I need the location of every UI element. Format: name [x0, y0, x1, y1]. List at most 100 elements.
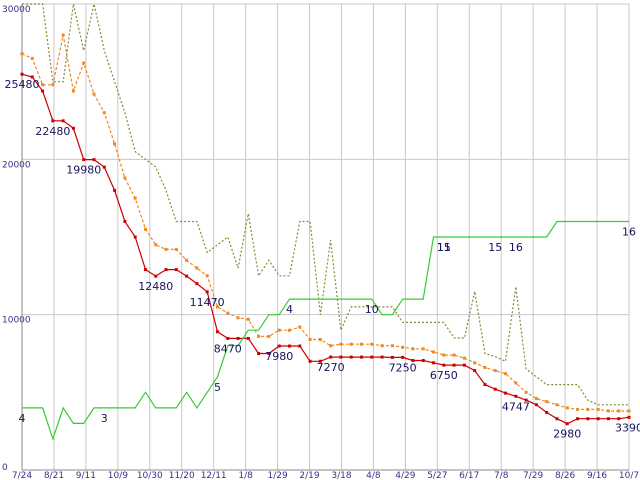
data-label-price_low: 6750 [430, 369, 458, 382]
x-tick-label: 4/8 [366, 471, 381, 480]
x-tick-label: 9/11 [76, 471, 96, 480]
data-point-price_low [586, 417, 590, 421]
x-tick-label: 5/27 [427, 471, 447, 480]
data-point-price_low [185, 274, 189, 278]
data-label-shops: 5 [214, 381, 221, 394]
data-point-price_avg [421, 347, 425, 351]
data-point-price_low [71, 126, 75, 130]
data-point-price_avg [586, 407, 590, 411]
data-point-price_low [473, 369, 477, 373]
data-point-price_low [154, 274, 158, 278]
x-tick-label: 9/16 [587, 471, 607, 480]
data-point-price_low [30, 75, 34, 79]
data-point-price_avg [215, 305, 219, 309]
data-point-price_low [92, 158, 96, 162]
x-tick-label: 2/19 [299, 471, 319, 480]
data-point-price_low [390, 355, 394, 359]
data-point-price_low [493, 387, 497, 391]
data-point-price_low [627, 415, 631, 419]
data-point-price_low [257, 352, 261, 355]
data-point-price_avg [318, 338, 322, 342]
x-tick-label: 7/8 [494, 471, 509, 480]
data-point-price_avg [92, 92, 96, 96]
data-label-price_low: 25480 [5, 78, 40, 91]
data-point-price_avg [483, 365, 487, 369]
data-point-price_low [514, 394, 518, 398]
data-point-price_low [133, 235, 137, 239]
data-point-price_avg [30, 56, 34, 60]
data-point-price_low [102, 165, 106, 169]
x-tick-label: 7/29 [523, 471, 543, 480]
axes: 0 10000 20000 30000 7/24 8/21 9/11 10/9 10/30 11/… [2, 4, 639, 480]
data-label-shops: 4 [286, 303, 293, 316]
data-labels: 25480 22480 19980 12480 11470 8470 7980 7270 725… [5, 78, 640, 441]
data-point-price_low [308, 359, 312, 363]
data-point-price_avg [41, 83, 45, 87]
x-tick-label: 8/26 [555, 471, 575, 480]
series-line-price_low [21, 73, 630, 425]
data-point-price_low [287, 344, 291, 348]
data-point-price_low [524, 398, 528, 402]
data-point-price_avg [349, 342, 353, 346]
data-point-price_low [565, 422, 569, 426]
data-point-price_low [277, 344, 281, 348]
x-tick-label: 10/9 [108, 471, 128, 480]
data-point-price_avg [596, 407, 600, 411]
data-label-price_low: 19980 [66, 164, 101, 177]
x-tick-label: 1/8 [238, 471, 253, 480]
data-label-price_low: 7980 [265, 350, 293, 363]
x-tick-label: 7/24 [12, 471, 32, 480]
data-point-price_low [329, 355, 333, 359]
data-point-price_low [339, 355, 343, 359]
data-label-price_low: 8470 [214, 342, 242, 355]
y-tick-label: 20000 [2, 160, 31, 170]
data-point-price_avg [154, 243, 158, 247]
data-point-price_low [534, 403, 538, 407]
data-label-shops: 3 [101, 412, 108, 425]
data-point-price_avg [113, 142, 117, 146]
data-point-price_low [267, 352, 271, 355]
data-point-price_low [462, 363, 466, 367]
data-point-price_avg [185, 258, 189, 262]
data-point-price_low [41, 89, 45, 93]
data-point-price_avg [339, 342, 343, 346]
data-point-price_avg [174, 247, 178, 251]
data-point-price_avg [246, 317, 250, 321]
data-point-price_avg [493, 369, 497, 373]
data-point-price_avg [473, 361, 477, 365]
data-point-price_avg [329, 344, 333, 348]
y-tick-label: 30000 [2, 5, 31, 15]
data-label-price_low: 12480 [138, 280, 173, 293]
data-point-price_avg [432, 350, 436, 354]
data-point-price_avg [267, 334, 271, 338]
data-point-price_avg [462, 356, 466, 360]
data-point-price_avg [82, 61, 86, 65]
data-point-price_avg [401, 345, 405, 349]
data-label-shops: 10 [365, 303, 379, 316]
data-point-price_avg [442, 353, 446, 357]
data-point-price_low [360, 355, 364, 359]
data-point-price_avg [287, 328, 291, 332]
data-point-price_low [504, 391, 508, 395]
data-point-price_avg [565, 406, 569, 410]
data-point-price_avg [102, 111, 106, 115]
data-point-price_low [298, 344, 302, 348]
data-point-price_low [545, 411, 549, 415]
x-tick-label: 8/21 [44, 471, 64, 480]
data-point-price_low [370, 355, 374, 359]
data-point-price_avg [226, 311, 230, 315]
data-point-price_avg [205, 274, 209, 278]
data-label-shops: 15 [488, 241, 502, 254]
x-tick-label: 11/20 [169, 471, 195, 480]
gridlines [21, 3, 630, 471]
data-point-price_avg [360, 342, 364, 346]
data-label-price_low: 22480 [35, 125, 70, 138]
data-point-price_low [452, 363, 456, 367]
x-tick-label: 12/11 [201, 471, 227, 480]
data-point-price_avg [61, 33, 65, 37]
data-point-price_avg [370, 342, 374, 346]
data-point-price_avg [534, 397, 538, 401]
data-label-price_low: 4747 [502, 400, 530, 413]
data-point-price_low [195, 282, 199, 286]
